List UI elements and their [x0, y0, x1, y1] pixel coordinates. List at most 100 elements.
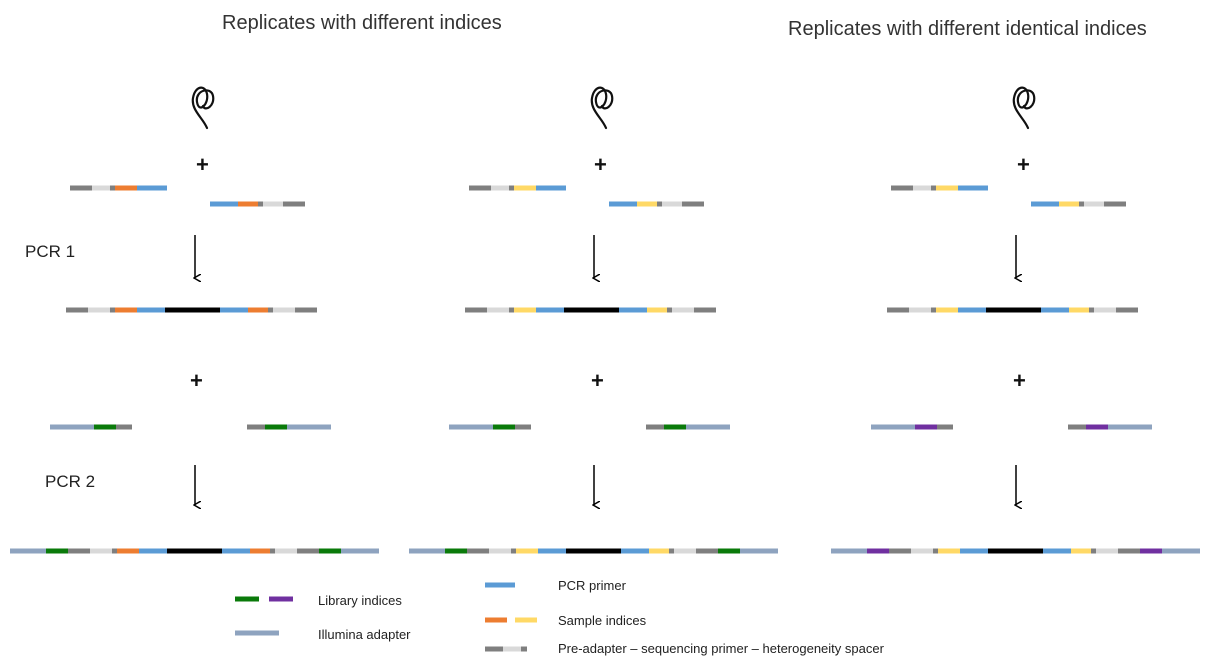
- spacer-dark-segment: [295, 307, 317, 313]
- pcr-primer-segment: [619, 307, 647, 313]
- spacer-dark-segment: [268, 307, 273, 313]
- illumina-adapter-segment: [686, 424, 730, 430]
- library-index-segment: [319, 548, 341, 554]
- sample-index-segment: [117, 548, 139, 554]
- spacer-dark-segment: [937, 424, 953, 430]
- spacer-light-segment: [913, 185, 931, 191]
- illumina-adapter-segment: [740, 548, 778, 554]
- library-index-segment: [265, 424, 287, 430]
- pcr-primer-segment: [1043, 548, 1071, 554]
- spacer-light-segment: [503, 646, 521, 652]
- spacer-light-segment: [911, 548, 933, 554]
- library-index-segment: [269, 596, 293, 602]
- sample-index-segment: [514, 185, 536, 191]
- title-left: Replicates with different indices: [222, 12, 502, 34]
- legend-spacer: Pre-adapter – sequencing primer – hetero…: [558, 641, 884, 656]
- sample-index-segment: [248, 307, 268, 313]
- pcr-primer-segment: [536, 307, 564, 313]
- spacer-dark-segment: [669, 548, 674, 554]
- legend-illumina-adapter: Illumina adapter: [318, 627, 411, 642]
- spacer-dark-segment: [889, 548, 911, 554]
- library-index-segment: [46, 548, 68, 554]
- spacer-dark-segment: [1104, 201, 1126, 207]
- pcr-primer-segment: [220, 307, 248, 313]
- illumina-adapter-segment: [871, 424, 915, 430]
- library-index-segment: [94, 424, 116, 430]
- sample-index-segment: [238, 201, 258, 207]
- spacer-dark-segment: [66, 307, 88, 313]
- dna-template-icon: [1012, 86, 1036, 130]
- sample-index-segment: [637, 201, 657, 207]
- spacer-dark-segment: [515, 424, 531, 430]
- template-segment: [988, 548, 1043, 554]
- template-segment: [564, 307, 619, 313]
- pcr-primer-segment: [137, 307, 165, 313]
- spacer-dark-segment: [931, 185, 936, 191]
- library-index-segment: [1140, 548, 1162, 554]
- spacer-dark-segment: [511, 548, 516, 554]
- sample-index-segment: [1071, 548, 1091, 554]
- template-segment: [167, 548, 222, 554]
- pcr-primer-segment: [958, 185, 988, 191]
- spacer-light-segment: [662, 201, 682, 207]
- spacer-dark-segment: [682, 201, 704, 207]
- spacer-light-segment: [674, 548, 696, 554]
- illumina-adapter-segment: [50, 424, 94, 430]
- pcr1-label: PCR 1: [25, 242, 76, 261]
- legend-pcr-primer: PCR primer: [558, 578, 626, 593]
- library-index-segment: [664, 424, 686, 430]
- plus-sign: +: [190, 368, 203, 393]
- sample-index-segment: [649, 548, 669, 554]
- spacer-dark-segment: [258, 201, 263, 207]
- pcr-primer-segment: [1041, 307, 1069, 313]
- pcr-primer-segment: [958, 307, 986, 313]
- spacer-light-segment: [491, 185, 509, 191]
- spacer-dark-segment: [283, 201, 305, 207]
- library-index-segment: [1086, 424, 1108, 430]
- spacer-dark-segment: [110, 307, 115, 313]
- spacer-dark-segment: [509, 307, 514, 313]
- spacer-dark-segment: [1068, 424, 1086, 430]
- spacer-dark-segment: [1091, 548, 1096, 554]
- pcr-primer-segment: [1031, 201, 1059, 207]
- spacer-light-segment: [909, 307, 931, 313]
- illumina-adapter-segment: [341, 548, 379, 554]
- spacer-light-segment: [672, 307, 694, 313]
- legend-sample-indices: Sample indices: [558, 613, 647, 628]
- pcr-primer-segment: [538, 548, 566, 554]
- spacer-dark-segment: [931, 307, 936, 313]
- illumina-adapter-segment: [1108, 424, 1152, 430]
- spacer-dark-segment: [297, 548, 319, 554]
- sample-index-segment: [485, 617, 507, 623]
- pcr-primer-segment: [609, 201, 637, 207]
- illumina-adapter-segment: [409, 548, 445, 554]
- spacer-light-segment: [1096, 548, 1118, 554]
- pcr-primer-segment: [210, 201, 238, 207]
- illumina-adapter-segment: [449, 424, 493, 430]
- spacer-dark-segment: [112, 548, 117, 554]
- spacer-dark-segment: [467, 548, 489, 554]
- plus-sign: +: [1013, 368, 1026, 393]
- template-segment: [986, 307, 1041, 313]
- pcr-primer-segment: [536, 185, 566, 191]
- plus-sign: +: [196, 152, 209, 177]
- pcr-primer-segment: [139, 548, 167, 554]
- plus-sign: +: [594, 152, 607, 177]
- spacer-dark-segment: [1089, 307, 1094, 313]
- legend-library-indices: Library indices: [318, 593, 402, 608]
- template-segment: [566, 548, 621, 554]
- pcr-primer-segment: [485, 582, 515, 588]
- spacer-light-segment: [90, 548, 112, 554]
- illumina-adapter-segment: [10, 548, 46, 554]
- pcr-primer-segment: [621, 548, 649, 554]
- dna-template-icon: [191, 86, 215, 130]
- sample-index-segment: [115, 185, 137, 191]
- spacer-dark-segment: [465, 307, 487, 313]
- library-index-segment: [915, 424, 937, 430]
- sample-index-segment: [516, 548, 538, 554]
- title-right: Replicates with different identical indi…: [788, 18, 1147, 40]
- spacer-dark-segment: [891, 185, 913, 191]
- pcr-primer-segment: [137, 185, 167, 191]
- spacer-dark-segment: [887, 307, 909, 313]
- spacer-dark-segment: [696, 548, 718, 554]
